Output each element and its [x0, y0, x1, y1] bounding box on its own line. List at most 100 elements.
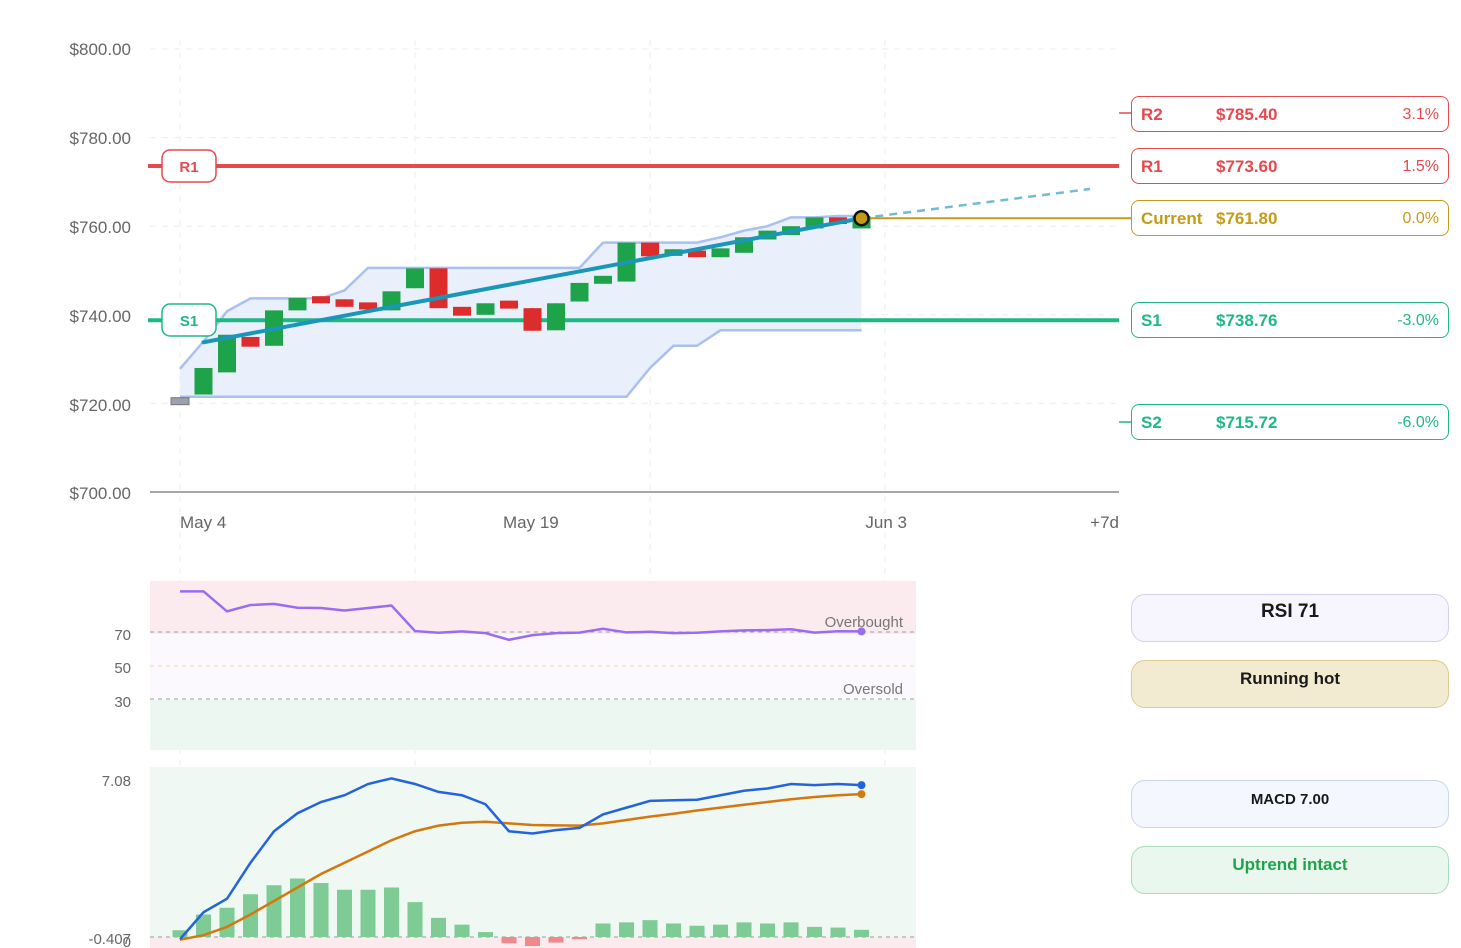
r2-pct: 3.1%	[1402, 106, 1439, 123]
histogram-bar	[290, 878, 305, 937]
r2-price: $785.40	[1216, 105, 1278, 124]
candle	[594, 275, 612, 284]
rsi-overbought-zone	[150, 581, 916, 634]
r1-tag-label: R1	[179, 159, 198, 176]
candle	[476, 303, 495, 315]
histogram-bar	[337, 889, 352, 937]
candle	[170, 397, 190, 406]
candle	[406, 268, 424, 289]
histogram-bar	[454, 924, 470, 937]
r2-name: R2	[1141, 105, 1163, 124]
trendline	[201, 216, 864, 345]
s2-name: S2	[1141, 413, 1162, 432]
candle	[805, 217, 824, 229]
candle	[312, 296, 330, 304]
r1-name: R1	[1141, 157, 1163, 176]
rsi-oversold-zone	[150, 700, 916, 750]
histogram-bar	[830, 927, 846, 937]
s2-pct: -6.0%	[1397, 414, 1439, 431]
rsi-status-card: Running hot	[1131, 660, 1449, 708]
x-tick-label: May 4	[180, 513, 226, 532]
y-tick-label: $720.00	[70, 396, 131, 415]
current-price: $761.80	[1216, 209, 1278, 228]
x-tick-label: +7d	[1090, 513, 1119, 532]
histogram-bar	[384, 887, 399, 937]
rsi-neutral-zone	[150, 634, 916, 700]
candle	[194, 367, 213, 395]
candle	[453, 306, 471, 316]
price-channel	[179, 214, 862, 399]
rsi-value-card: RSI 71	[1131, 594, 1449, 642]
price-x-axis: May 4 May 19 Jun 3 +7d	[180, 513, 1119, 532]
macd-line	[179, 777, 862, 941]
macd-tick: -0.407	[88, 931, 131, 948]
candle	[359, 302, 377, 310]
channel-fill	[180, 216, 862, 397]
channel-lower-line	[180, 329, 862, 399]
macd-tick: 7.08	[102, 773, 131, 790]
rsi-tick: 30	[114, 694, 131, 711]
rsi-last-point	[857, 627, 866, 636]
histogram-bar	[595, 923, 611, 937]
signal-last-point	[857, 790, 866, 799]
x-tick-label: Jun 3	[865, 513, 907, 532]
y-tick-label: $800.00	[70, 40, 131, 59]
histogram-bar	[619, 922, 634, 937]
histogram-bar	[689, 925, 705, 937]
macd-series	[179, 777, 866, 941]
rsi-series	[180, 590, 866, 642]
rsi-line	[180, 590, 862, 642]
histogram-bar	[525, 937, 540, 946]
r2-level-card: R2 $785.40 3.1%	[1131, 96, 1449, 132]
histogram-bar	[266, 885, 282, 937]
candle	[500, 300, 518, 309]
histogram-bar	[783, 922, 799, 937]
candle	[335, 299, 354, 307]
histogram-bar	[219, 907, 235, 937]
macd-positive-zone	[150, 767, 916, 937]
rsi-tick: 70	[114, 627, 131, 644]
current-price-marker	[853, 209, 870, 227]
candle	[241, 336, 260, 347]
candle	[547, 303, 565, 331]
candle	[218, 334, 236, 373]
histogram-bar	[666, 923, 681, 937]
current-pct: 0.0%	[1402, 210, 1439, 227]
y-tick-label: $760.00	[70, 218, 131, 237]
macd-status-card: Uptrend intact	[1131, 846, 1449, 894]
rsi-tick: 50	[114, 660, 131, 677]
candle	[711, 248, 730, 258]
histogram-bar	[854, 929, 869, 937]
x-tick-label: May 19	[503, 513, 559, 532]
r1-pct: 1.5%	[1402, 158, 1439, 175]
signal-line	[179, 792, 862, 941]
s1-tag: S1	[161, 303, 217, 337]
macd-tick: 0	[123, 934, 131, 948]
histogram-bar	[713, 924, 728, 937]
histogram-bar	[360, 889, 376, 937]
macd-value-card: MACD 7.00	[1131, 780, 1449, 828]
candle	[523, 308, 542, 331]
s2-level-card: S2 $715.72 -6.0%	[1131, 404, 1449, 440]
current-level-card: Current $761.80 0.0%	[1131, 200, 1449, 236]
histogram-bar	[407, 902, 423, 937]
trend-projection	[861, 187, 1091, 220]
histogram-bar	[807, 926, 822, 937]
overbought-label: Overbought	[825, 614, 904, 631]
histogram-bar	[172, 930, 188, 937]
trendline	[201, 187, 1091, 345]
y-tick-label: $740.00	[70, 307, 131, 326]
candle	[641, 242, 659, 257]
s2-price: $715.72	[1216, 413, 1278, 432]
histogram-bar	[760, 923, 775, 937]
s1-pct: -3.0%	[1397, 312, 1439, 329]
y-tick-label: $780.00	[70, 129, 131, 148]
candle	[429, 268, 448, 309]
histogram-bar	[478, 932, 493, 937]
oversold-label: Oversold	[843, 681, 903, 698]
histogram-bar	[431, 917, 446, 937]
macd-last-point	[857, 781, 866, 790]
histogram-bar	[736, 922, 752, 937]
candle	[288, 297, 307, 311]
